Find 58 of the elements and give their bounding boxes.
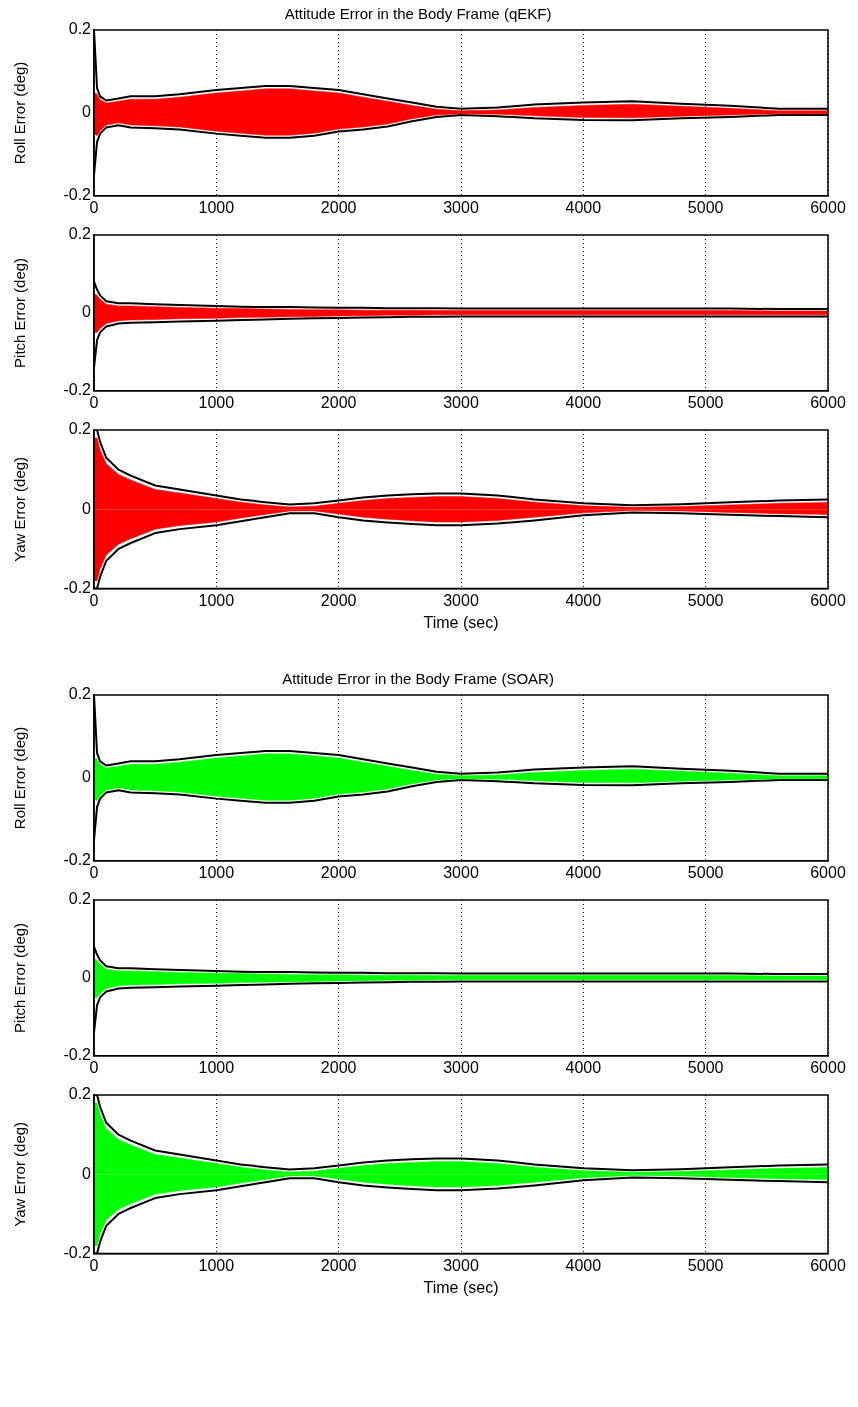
- x-tick-label: 2000: [320, 198, 357, 216]
- x-tick-label: 1000: [198, 393, 235, 411]
- x-tick-label: 2000: [320, 1256, 357, 1274]
- x-tick-label: 6000: [810, 198, 846, 216]
- x-tick-label: 5000: [687, 198, 724, 216]
- y-tick-label: 0.2: [68, 420, 92, 438]
- x-tick-label: 5000: [687, 591, 724, 609]
- x-tick-label: 6000: [810, 591, 846, 609]
- x-tick-label: 3000: [443, 591, 479, 609]
- y-axis-title: Yaw Error (deg): [11, 1121, 29, 1227]
- x-tick-label: 4000: [565, 591, 602, 609]
- y-tick-label: 0.2: [68, 1085, 92, 1103]
- y-tick-label: 0: [82, 968, 92, 986]
- x-tick-label: 2000: [320, 591, 357, 609]
- x-axis-title: Time (sec): [423, 1278, 499, 1296]
- x-tick-label: 6000: [810, 1256, 846, 1274]
- y-axis-title: Pitch Error (deg): [11, 257, 29, 368]
- y-axis-title: Yaw Error (deg): [11, 456, 29, 562]
- y-tick-label: 0: [82, 499, 92, 517]
- x-tick-label: 2000: [320, 393, 357, 411]
- chart-title: Attitude Error in the Body Frame (SOAR): [282, 670, 554, 688]
- x-tick-label: 5000: [687, 393, 724, 411]
- y-tick-label: 0.2: [68, 225, 92, 243]
- x-tick-label: 5000: [687, 1058, 724, 1076]
- x-tick-label: 3000: [443, 1256, 479, 1274]
- x-tick-label: 4000: [565, 393, 602, 411]
- x-tick-label: 6000: [810, 863, 846, 881]
- y-axis-title: Pitch Error (deg): [11, 922, 29, 1033]
- y-tick-label: 0.2: [68, 890, 92, 908]
- x-tick-label: 1000: [198, 863, 235, 881]
- y-axis-title: Roll Error (deg): [11, 726, 29, 830]
- chart-title: Attitude Error in the Body Frame (qEKF): [284, 5, 552, 23]
- y-tick-label: 0: [82, 1164, 92, 1182]
- x-tick-label: 1000: [198, 1256, 235, 1274]
- y-tick-label: 0.2: [68, 20, 92, 38]
- x-tick-label: 3000: [443, 198, 479, 216]
- x-tick-label: 5000: [687, 863, 724, 881]
- x-tick-label: 6000: [810, 1058, 846, 1076]
- y-axis-title: Roll Error (deg): [11, 61, 29, 165]
- x-tick-label: 6000: [810, 393, 846, 411]
- x-tick-label: 2000: [320, 1058, 357, 1076]
- x-tick-label: 3000: [443, 1058, 479, 1076]
- x-tick-label: 4000: [565, 1256, 602, 1274]
- y-tick-label: 0: [82, 768, 92, 786]
- y-tick-label: 0: [82, 103, 92, 121]
- x-tick-label: 1000: [198, 1058, 235, 1076]
- x-tick-label: 4000: [565, 863, 602, 881]
- x-tick-label: 1000: [198, 198, 235, 216]
- x-tick-label: 2000: [320, 863, 357, 881]
- y-tick-label: 0: [82, 303, 92, 321]
- x-tick-label: 3000: [443, 863, 479, 881]
- x-axis-title: Time (sec): [423, 613, 499, 631]
- y-tick-label: 0.2: [68, 685, 92, 703]
- x-tick-label: 4000: [565, 1058, 602, 1076]
- x-tick-label: 3000: [443, 393, 479, 411]
- x-tick-label: 5000: [687, 1256, 724, 1274]
- x-tick-label: 4000: [565, 198, 602, 216]
- x-tick-label: 1000: [198, 591, 235, 609]
